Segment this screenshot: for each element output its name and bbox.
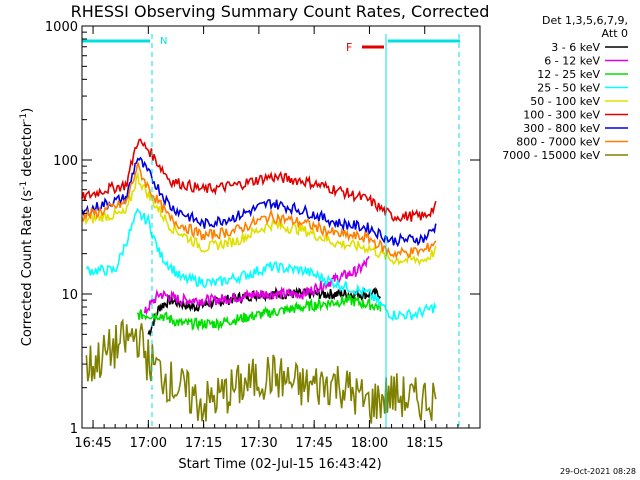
- legend-label: 300 - 800 keV: [523, 122, 600, 135]
- timestamp: 29-Oct-2021 08:28: [560, 467, 636, 476]
- series-line-2: [136, 294, 382, 332]
- legend-label: 12 - 25 keV: [537, 68, 600, 81]
- y-tick-label: 1: [70, 422, 78, 437]
- series-line-6: [81, 156, 437, 248]
- y-tick-label: 1000: [45, 20, 78, 35]
- legend-label: 800 - 7000 keV: [516, 136, 600, 149]
- legend-header-line-2: Att 0: [602, 27, 628, 40]
- series-line-3: [85, 207, 437, 322]
- legend-label: 50 - 100 keV: [530, 95, 600, 108]
- y-tick-label: 10: [61, 288, 78, 303]
- series-line-5: [81, 138, 437, 223]
- night-label: N: [160, 36, 167, 47]
- x-tick-label: 17:45: [295, 436, 332, 451]
- legend-label: 100 - 300 keV: [523, 109, 600, 122]
- y-tick-label: 100: [53, 154, 78, 169]
- series-line-7: [81, 162, 437, 261]
- flare-label: F: [346, 41, 352, 54]
- legend-label: 3 - 6 keV: [551, 41, 600, 54]
- y-axis-label: Corrected Count Rate (s-1 detector-1): [19, 108, 35, 346]
- series-layer: [81, 138, 437, 424]
- legend-header-line-1: Det 1,3,5,6,7,9,: [542, 14, 628, 27]
- x-tick-label: 16:45: [74, 436, 111, 451]
- x-axis-label: Start Time (02-Jul-15 16:43:42): [178, 457, 381, 472]
- x-tick-label: 17:15: [185, 436, 222, 451]
- series-line-8: [85, 318, 437, 424]
- chart-title: RHESSI Observing Summary Count Rates, Co…: [71, 2, 490, 21]
- series-line-4: [81, 171, 437, 267]
- x-axis: 16:45 17:00 17:15 17:30 17:45 18:00 18:15: [74, 26, 470, 451]
- x-tick-label: 18:00: [351, 436, 388, 451]
- y-axis: 1000 100 10 1: [45, 20, 480, 437]
- x-tick-label: 17:00: [130, 436, 167, 451]
- x-tick-label: 17:30: [240, 436, 277, 451]
- legend-label: 6 - 12 keV: [544, 55, 600, 68]
- legend-label: 7000 - 15000 keV: [502, 149, 600, 162]
- legend-label: 25 - 50 keV: [537, 82, 600, 95]
- x-tick-label: 18:15: [406, 436, 443, 451]
